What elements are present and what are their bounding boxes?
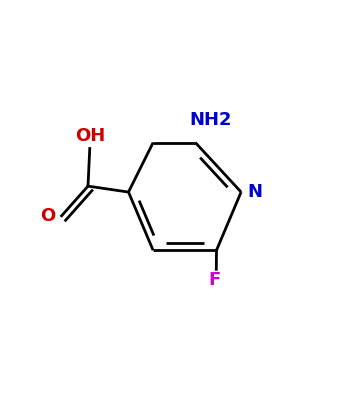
Text: NH2: NH2 <box>189 110 231 129</box>
Text: N: N <box>247 183 262 201</box>
Text: OH: OH <box>75 127 105 145</box>
Text: O: O <box>40 207 56 225</box>
Text: F: F <box>209 271 221 289</box>
